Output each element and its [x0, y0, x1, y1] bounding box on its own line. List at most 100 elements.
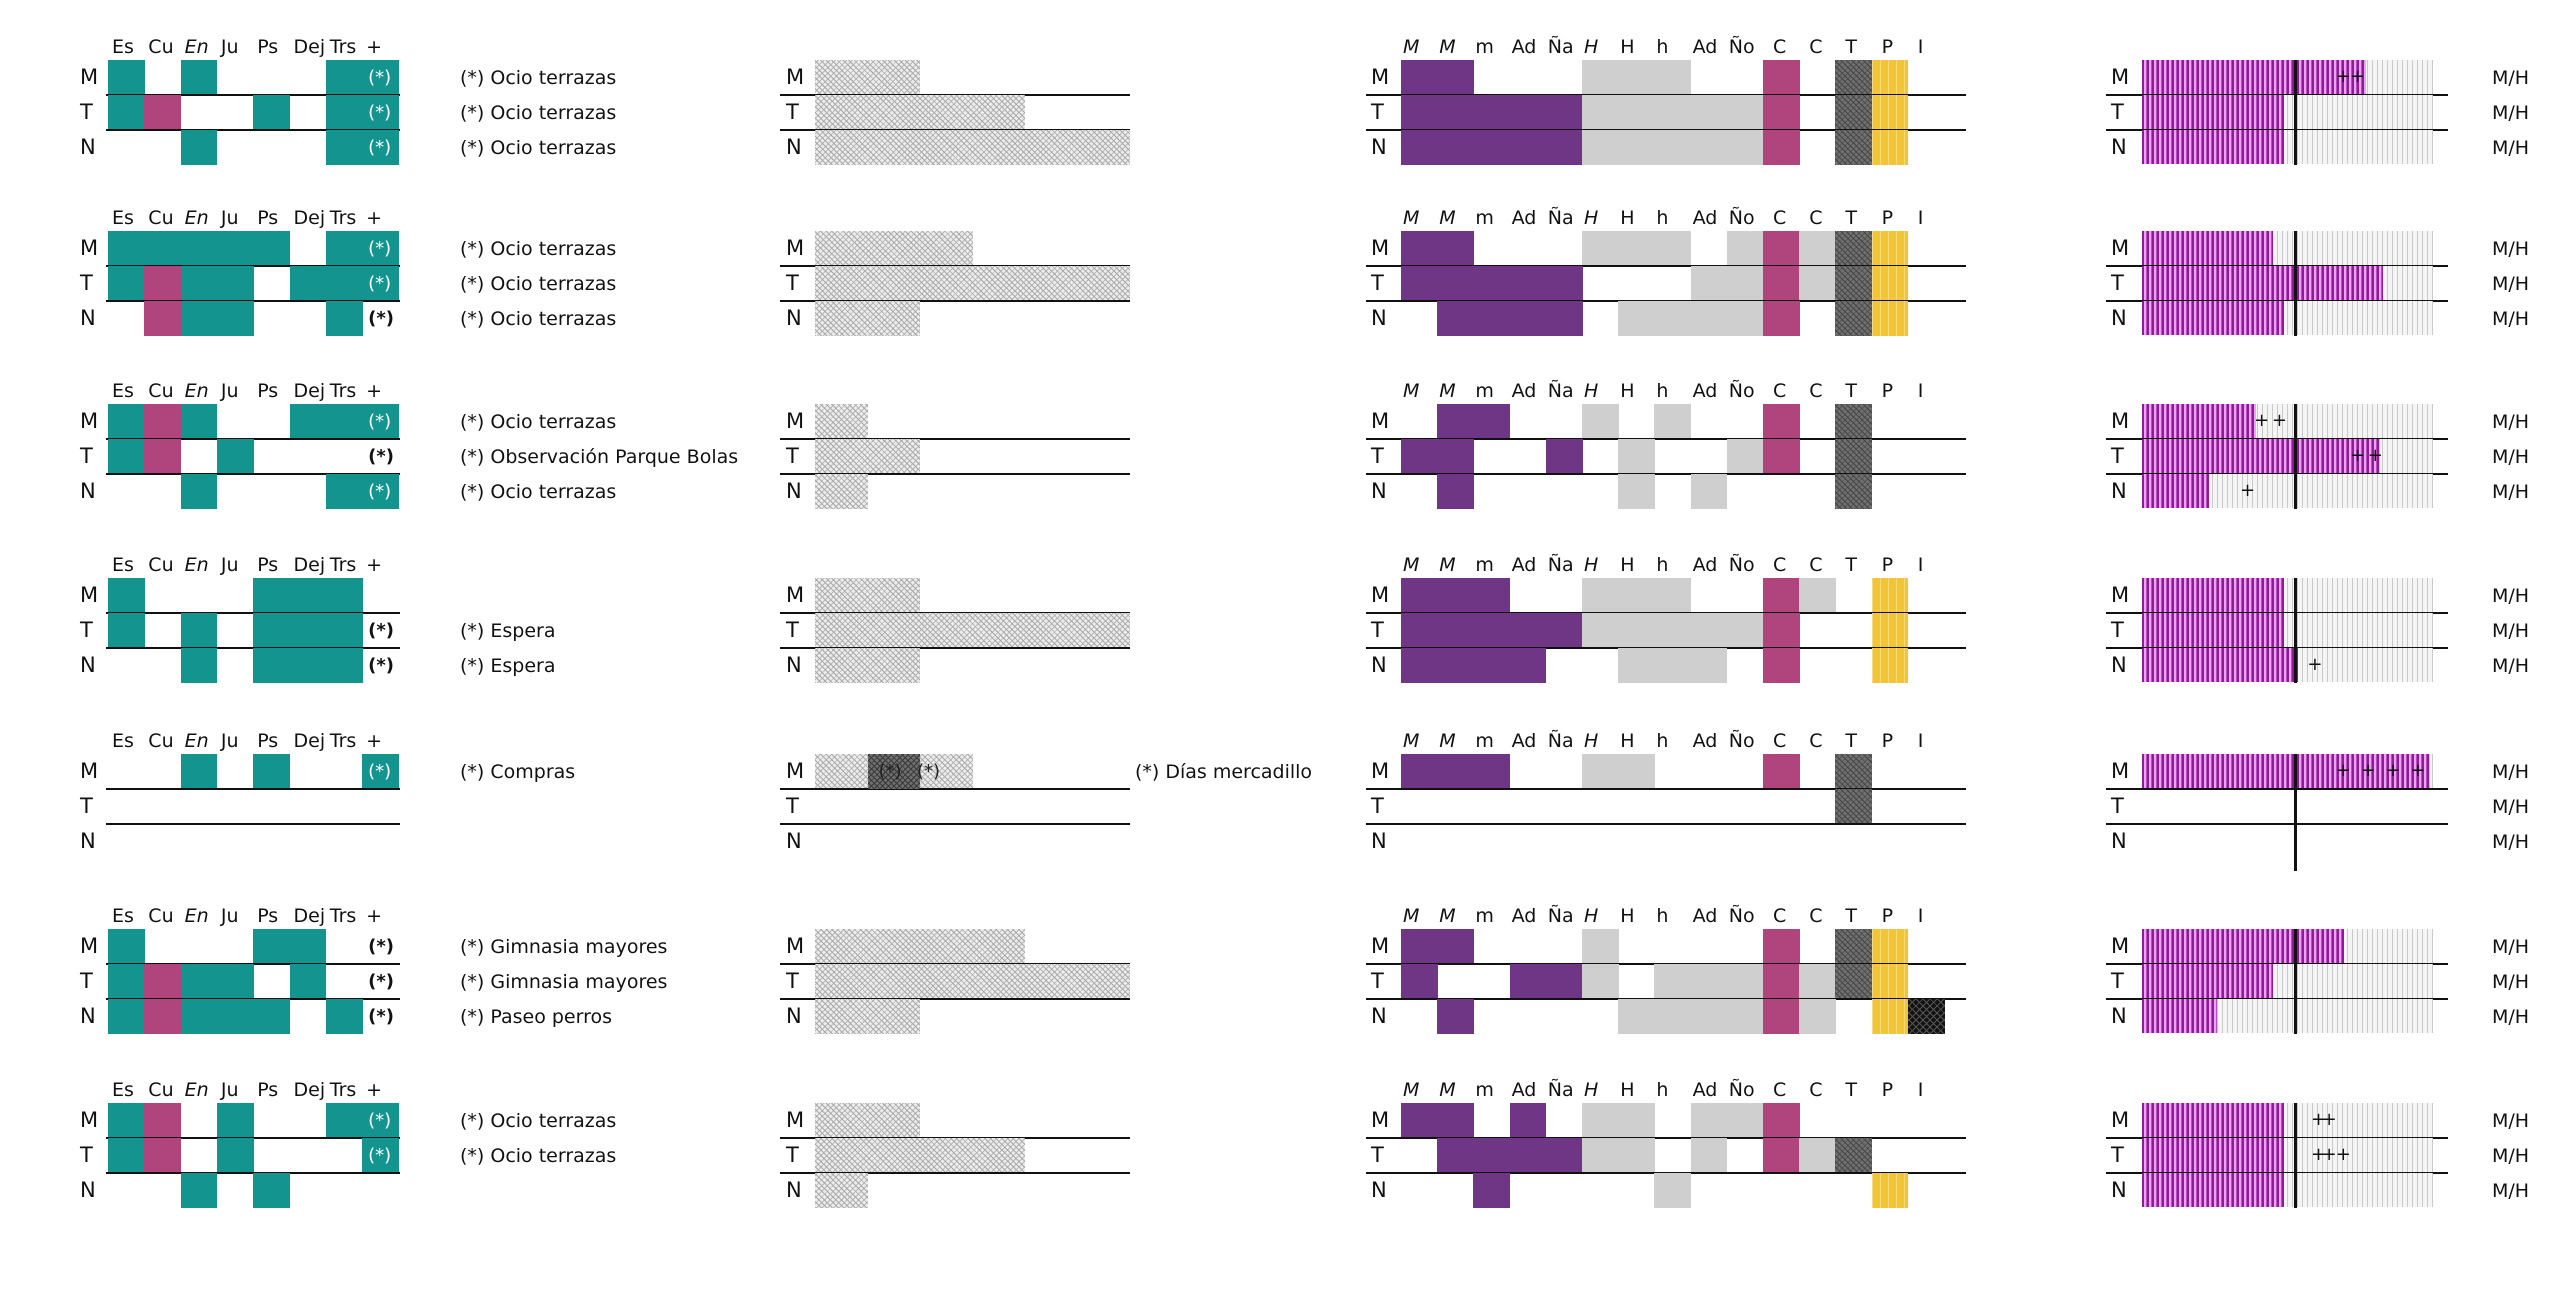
g4-row-label: N — [2111, 1178, 2127, 1202]
g1-row-label: T — [80, 444, 93, 468]
mh-label: M/H — [2492, 761, 2530, 783]
mh-label: M/H — [2492, 102, 2530, 124]
g3-cell-magenta — [1763, 60, 1800, 95]
plus-mark: + — [2335, 1144, 2351, 1165]
g4-value-bar — [2142, 1138, 2284, 1172]
g3-cell-purple — [1401, 754, 1438, 789]
g3-cell-purple — [1401, 266, 1438, 301]
g1-cell-teal — [289, 266, 327, 301]
g3-cell-yellow — [1871, 60, 1909, 95]
g3-cell-gray — [1690, 266, 1728, 301]
g3-header: C — [1809, 207, 1823, 229]
g3-cell-purple — [1437, 60, 1474, 95]
g3-cell-yellow — [1871, 964, 1909, 999]
g1-cell-teal — [108, 1103, 145, 1138]
g3-cell-purple — [1473, 301, 1511, 336]
g1-cell-plus-teal — [362, 95, 399, 130]
g4-row-label: T — [2111, 100, 2124, 124]
g1-header: En — [184, 1079, 209, 1101]
g3-header: h — [1656, 1079, 1669, 1101]
g3-cell-yellow — [1871, 1173, 1909, 1208]
g3-header: Ño — [1728, 554, 1755, 576]
g2-duration-bar — [815, 613, 1130, 648]
g3-cell-gray — [1618, 439, 1655, 474]
g4-row-label: T — [2111, 444, 2124, 468]
g3-cell-purple — [1509, 130, 1547, 165]
g3-header: M — [1439, 380, 1456, 402]
g3-header: P — [1881, 730, 1894, 752]
g1-cell-teal — [216, 266, 254, 301]
g1-header: En — [184, 207, 209, 229]
g2-duration-bar — [815, 1138, 1025, 1173]
g3-cell-gray — [1799, 999, 1836, 1034]
g2-row-label: N — [786, 1178, 802, 1202]
asterisk-mark: (*) — [368, 238, 392, 259]
g3-cell-purple — [1545, 613, 1583, 648]
g4-value-bar — [2142, 999, 2217, 1033]
g1-cell-teal — [216, 999, 254, 1034]
g3-header: C — [1809, 36, 1823, 58]
activity-note: (*) Gimnasia mayores — [460, 971, 668, 993]
g3-header: M — [1439, 1079, 1456, 1101]
g1-cell-magenta — [144, 999, 182, 1034]
g3-header: T — [1845, 554, 1857, 576]
g3-row-label: N — [1371, 653, 1387, 677]
g4-row-label: N — [2111, 653, 2127, 677]
g3-row-label: T — [1371, 1143, 1384, 1167]
g1-row-label: T — [80, 271, 93, 295]
g2-row-divider — [780, 788, 1130, 790]
g4-value-bar — [2142, 301, 2284, 335]
g4-reference-line — [2294, 231, 2297, 336]
g3-cell-purple — [1437, 474, 1474, 509]
g3-cell-gray — [1654, 130, 1692, 165]
g3-cell-purple — [1545, 964, 1583, 999]
g1-cell-teal — [325, 266, 363, 301]
g4-row-label: T — [2111, 1143, 2124, 1167]
g4-reference-line — [2294, 60, 2297, 165]
g3-cell-gray — [1654, 578, 1692, 613]
g4-row-label: M — [2111, 409, 2130, 433]
g1-header: Ps — [257, 36, 279, 58]
g4-row-label: N — [2111, 479, 2127, 503]
g3-header: Ad — [1511, 905, 1537, 927]
g2-row-label: M — [786, 759, 805, 783]
g3-cell-hatched — [1835, 929, 1873, 964]
g1-header: Ps — [257, 207, 279, 229]
g4-reference-line — [2294, 1103, 2297, 1208]
g1-header: Dej — [293, 380, 326, 402]
g3-header: Ño — [1728, 905, 1755, 927]
g3-row-divider — [1366, 823, 1966, 825]
g3-row-label: M — [1371, 934, 1390, 958]
g3-header: H — [1620, 36, 1635, 58]
g3-cell-gray — [1582, 1138, 1619, 1173]
g3-cell-yellow — [1871, 301, 1909, 336]
g3-cell-purple — [1401, 578, 1438, 613]
activity-note: (*) Paseo perros — [460, 1006, 613, 1028]
g3-row-label: N — [1371, 1004, 1387, 1028]
g2-row-divider — [780, 647, 1130, 649]
g2-duration-bar — [815, 999, 920, 1034]
g3-cell-gray — [1582, 95, 1619, 130]
mh-label: M/H — [2492, 1145, 2530, 1167]
g1-header: En — [184, 36, 209, 58]
g1-cell-teal — [216, 964, 254, 999]
g3-cell-gray — [1582, 130, 1619, 165]
g3-cell-purple — [1437, 613, 1474, 648]
g3-cell-gray — [1618, 95, 1655, 130]
g1-header: Es — [112, 380, 134, 402]
g1-cell-teal — [108, 964, 145, 999]
mh-label: M/H — [2492, 971, 2530, 993]
g4-row-label: T — [2111, 618, 2124, 642]
activity-note: (*) Ocio terrazas — [460, 137, 617, 159]
plus-mark: + — [2335, 760, 2351, 781]
asterisk-mark: (*) — [368, 761, 392, 782]
asterisk-mark: (*) — [368, 1006, 394, 1027]
g3-row-label: M — [1371, 409, 1390, 433]
g1-header: Ju — [220, 905, 239, 927]
g1-row-label: M — [80, 1108, 99, 1132]
g1-cell-teal — [325, 1103, 363, 1138]
g3-row-label: N — [1371, 829, 1387, 853]
g1-cell-plus-teal — [362, 1138, 399, 1173]
g3-cell-gray — [1618, 1138, 1655, 1173]
